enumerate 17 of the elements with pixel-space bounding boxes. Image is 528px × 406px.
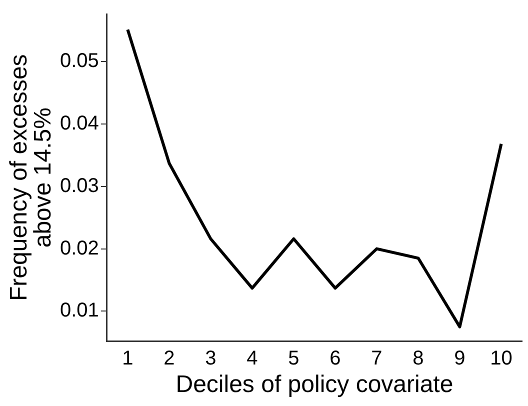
x-tick-label: 5 <box>288 348 300 370</box>
x-tick-label: 4 <box>246 348 258 370</box>
x-tick-label: 10 <box>490 348 512 370</box>
x-tick-label: 6 <box>330 348 341 370</box>
x-tick-label: 1 <box>122 348 134 370</box>
y-tick-label: 0.01 <box>60 300 99 322</box>
y-tick-label: 0.02 <box>60 237 99 260</box>
x-tick-label: 3 <box>205 348 216 370</box>
x-tick-label: 8 <box>412 348 424 370</box>
y-tick-label: 0.04 <box>60 112 99 134</box>
x-axis-title: Deciles of policy covariate <box>176 371 454 398</box>
x-tick-label: 7 <box>371 348 382 370</box>
y-axis-title: Frequency of excesses above 14.5% <box>6 54 57 301</box>
y-tick-label: 0.05 <box>60 50 99 72</box>
x-tick-label: 9 <box>454 348 466 370</box>
y-tick-label: 0.03 <box>60 174 99 197</box>
x-tick-label: 2 <box>164 348 175 370</box>
